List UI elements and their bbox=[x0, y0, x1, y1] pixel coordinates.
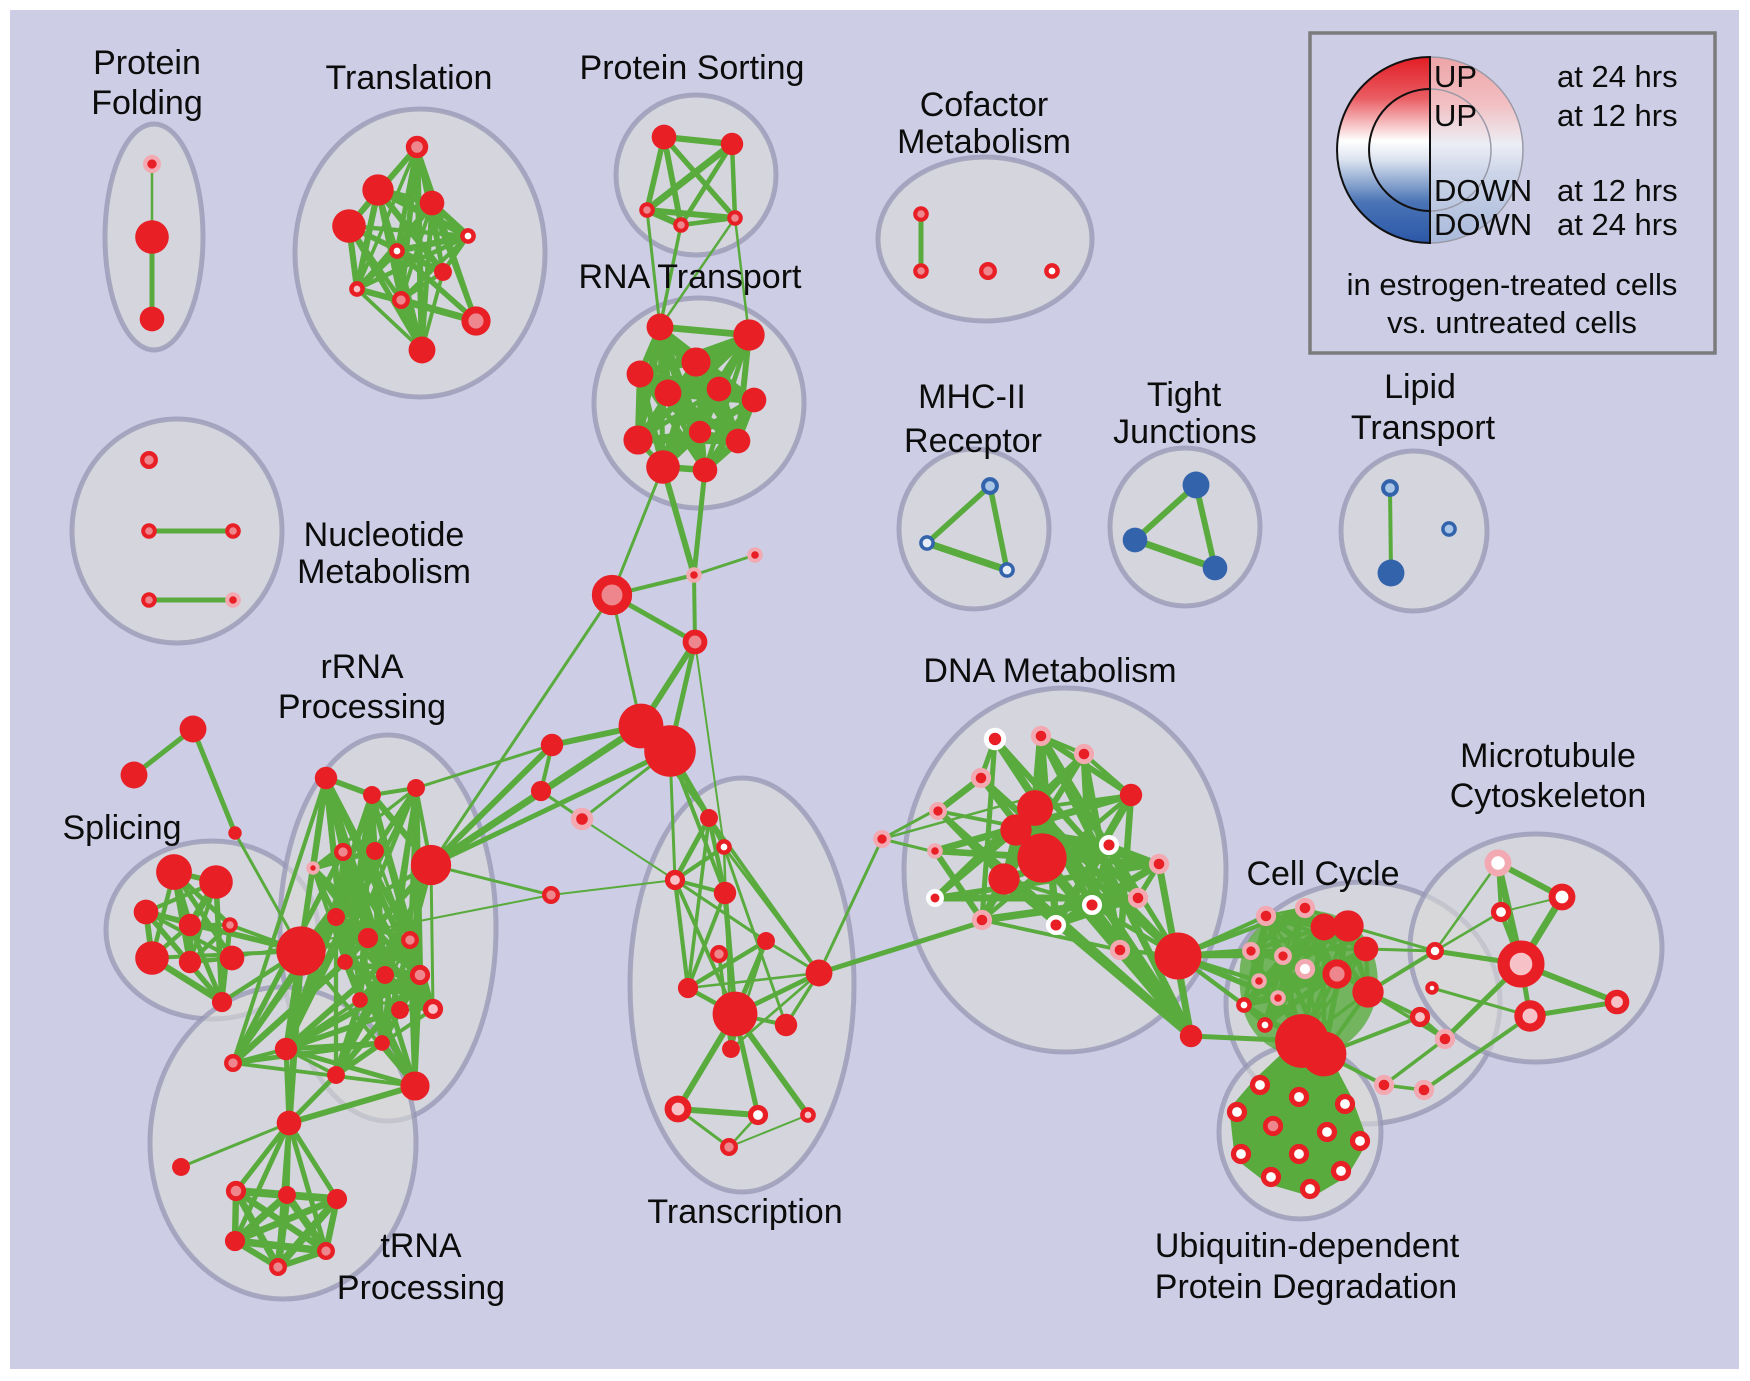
svg-text:Microtubule: Microtubule bbox=[1460, 737, 1636, 775]
svg-text:Cell Cycle: Cell Cycle bbox=[1246, 855, 1399, 893]
svg-text:at 24 hrs: at 24 hrs bbox=[1557, 59, 1678, 94]
svg-text:Translation: Translation bbox=[326, 59, 493, 97]
svg-text:Lipid: Lipid bbox=[1384, 368, 1456, 406]
svg-text:DOWN: DOWN bbox=[1434, 207, 1532, 242]
svg-text:Transport: Transport bbox=[1351, 409, 1496, 447]
svg-text:Protein Sorting: Protein Sorting bbox=[580, 49, 805, 87]
svg-text:UP: UP bbox=[1434, 98, 1477, 133]
svg-text:vs. untreated cells: vs. untreated cells bbox=[1387, 305, 1637, 340]
svg-text:Processing: Processing bbox=[278, 688, 446, 726]
svg-text:Cofactor: Cofactor bbox=[920, 86, 1049, 124]
svg-text:Folding: Folding bbox=[91, 84, 203, 122]
svg-text:Metabolism: Metabolism bbox=[897, 123, 1071, 161]
svg-text:tRNA: tRNA bbox=[380, 1227, 462, 1265]
svg-text:Junctions: Junctions bbox=[1113, 413, 1257, 451]
svg-text:Protein: Protein bbox=[93, 44, 201, 82]
svg-text:Transcription: Transcription bbox=[647, 1193, 842, 1231]
svg-text:DNA Metabolism: DNA Metabolism bbox=[923, 652, 1176, 690]
svg-text:at 24 hrs: at 24 hrs bbox=[1557, 207, 1678, 242]
svg-text:at 12 hrs: at 12 hrs bbox=[1557, 173, 1678, 208]
svg-text:Receptor: Receptor bbox=[904, 422, 1042, 460]
svg-text:Processing: Processing bbox=[337, 1269, 505, 1307]
svg-text:UP: UP bbox=[1434, 59, 1477, 94]
svg-text:Metabolism: Metabolism bbox=[297, 553, 471, 591]
svg-text:Cytoskeleton: Cytoskeleton bbox=[1450, 777, 1647, 815]
svg-text:Nucleotide: Nucleotide bbox=[304, 516, 465, 554]
svg-text:at 12 hrs: at 12 hrs bbox=[1557, 98, 1678, 133]
svg-text:Splicing: Splicing bbox=[62, 809, 181, 847]
svg-text:Ubiquitin-dependent: Ubiquitin-dependent bbox=[1155, 1227, 1460, 1265]
svg-text:Protein Degradation: Protein Degradation bbox=[1155, 1268, 1457, 1306]
svg-text:MHC-II: MHC-II bbox=[918, 378, 1026, 416]
svg-text:in estrogen-treated cells: in estrogen-treated cells bbox=[1347, 267, 1678, 302]
svg-text:RNA Transport: RNA Transport bbox=[579, 258, 803, 296]
svg-text:DOWN: DOWN bbox=[1434, 173, 1532, 208]
svg-text:Tight: Tight bbox=[1147, 376, 1222, 414]
svg-text:rRNA: rRNA bbox=[320, 648, 403, 686]
